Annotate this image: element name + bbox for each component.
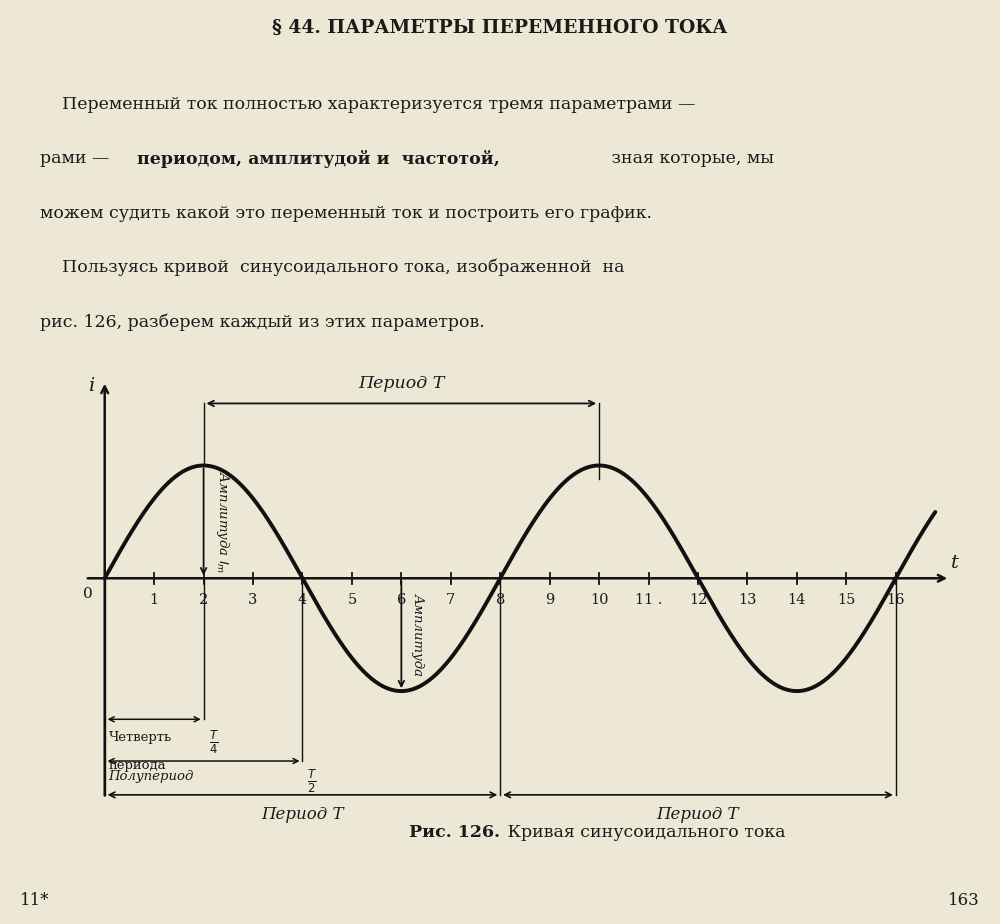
Text: Переменный ток полностью характеризуется тремя параметрами —: Переменный ток полностью характеризуется… bbox=[40, 96, 695, 113]
Text: 11*: 11* bbox=[20, 893, 50, 909]
Text: Амплитуда: Амплитуда bbox=[412, 593, 425, 676]
Text: Полупериод: Полупериод bbox=[109, 770, 194, 783]
Text: 9: 9 bbox=[545, 593, 554, 607]
Text: Амплитуда $I_m$: Амплитуда $I_m$ bbox=[214, 470, 231, 573]
Text: 2: 2 bbox=[199, 593, 208, 607]
Text: 10: 10 bbox=[590, 593, 608, 607]
Text: 12: 12 bbox=[689, 593, 707, 607]
Text: $\frac{T}{2}$: $\frac{T}{2}$ bbox=[307, 768, 317, 796]
Text: i: i bbox=[88, 378, 94, 395]
Text: 5: 5 bbox=[347, 593, 357, 607]
Text: рис. 126, разберем каждый из этих параметров.: рис. 126, разберем каждый из этих параме… bbox=[40, 313, 485, 331]
Text: 8: 8 bbox=[496, 593, 505, 607]
Text: 1: 1 bbox=[150, 593, 159, 607]
Text: можем судить какой это переменный ток и построить его график.: можем судить какой это переменный ток и … bbox=[40, 204, 652, 222]
Text: Пользуясь кривой  синусоидального тока, изображенной  на: Пользуясь кривой синусоидального тока, и… bbox=[40, 259, 624, 276]
Text: 7: 7 bbox=[446, 593, 455, 607]
Text: 6: 6 bbox=[397, 593, 406, 607]
Text: Рис. 126.: Рис. 126. bbox=[409, 824, 500, 841]
Text: 16: 16 bbox=[886, 593, 905, 607]
Text: периода: периода bbox=[109, 759, 166, 772]
Text: 15: 15 bbox=[837, 593, 855, 607]
Text: 11 .: 11 . bbox=[635, 593, 662, 607]
Text: рами —: рами — bbox=[40, 151, 115, 167]
Text: 0: 0 bbox=[83, 588, 92, 602]
Text: 14: 14 bbox=[788, 593, 806, 607]
Text: Кривая синусоидального тока: Кривая синусоидального тока bbox=[502, 824, 785, 841]
Text: t: t bbox=[951, 553, 959, 572]
Text: Период T: Период T bbox=[358, 375, 445, 392]
Text: Период T: Период T bbox=[657, 806, 739, 823]
Text: 4: 4 bbox=[298, 593, 307, 607]
Text: периодом, амплитудой и  частотой,: периодом, амплитудой и частотой, bbox=[137, 151, 499, 168]
Text: Четверть: Четверть bbox=[109, 731, 172, 744]
Text: 3: 3 bbox=[248, 593, 258, 607]
Text: зная которые, мы: зная которые, мы bbox=[606, 151, 774, 167]
Text: Период T: Период T bbox=[261, 806, 344, 823]
Text: $\frac{T}{4}$: $\frac{T}{4}$ bbox=[209, 728, 218, 756]
Text: § 44. ПАРАМЕТРЫ ПЕРЕМЕННОГО ТОКА: § 44. ПАРАМЕТРЫ ПЕРЕМЕННОГО ТОКА bbox=[272, 18, 728, 36]
Text: 163: 163 bbox=[948, 893, 980, 909]
Text: 13: 13 bbox=[738, 593, 757, 607]
